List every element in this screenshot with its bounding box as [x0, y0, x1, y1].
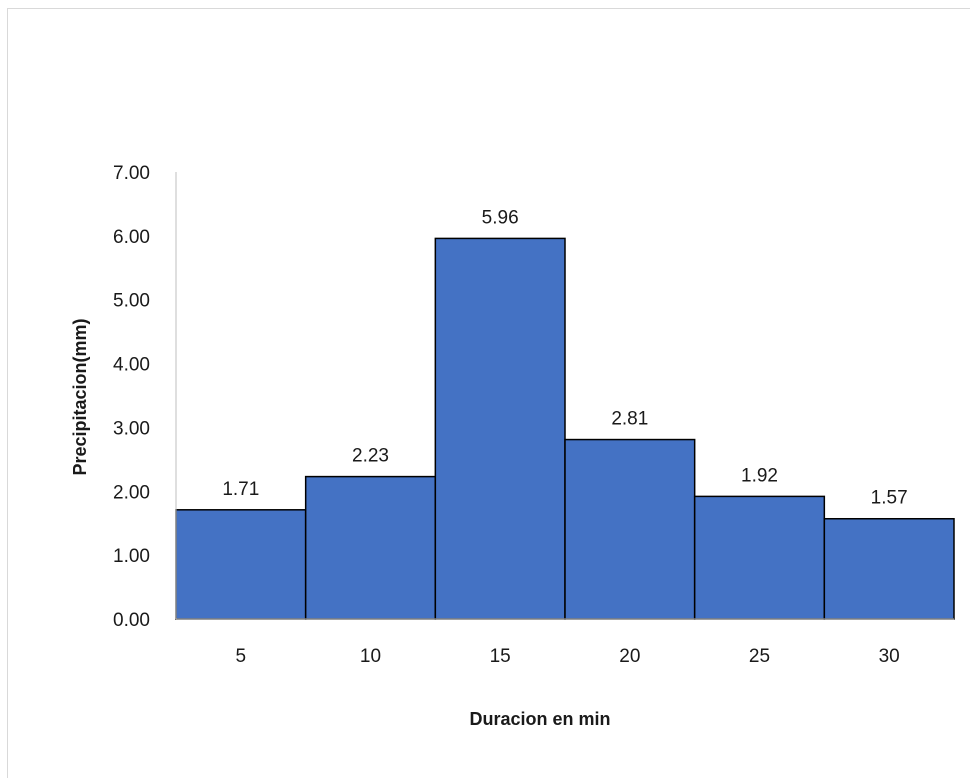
- x-tick-label: 10: [360, 646, 381, 667]
- chart-frame: [7, 8, 970, 778]
- y-tick-label: 0.00: [113, 610, 150, 631]
- x-tick-label: 25: [749, 646, 770, 667]
- bar: [823, 517, 955, 620]
- bar-value-label: 1.92: [741, 465, 778, 486]
- y-tick-label: 3.00: [113, 418, 150, 439]
- y-tick-label: 7.00: [113, 163, 150, 184]
- bar: [304, 475, 437, 620]
- y-axis-ticks: 0.00 1.00 2.00 3.00 4.00 5.00 6.00 7.00: [113, 163, 150, 631]
- bar-value-label: 2.81: [611, 409, 648, 430]
- x-tick-label: 20: [619, 646, 640, 667]
- y-tick-label: 4.00: [113, 355, 150, 376]
- y-tick-label: 5.00: [113, 291, 150, 312]
- bar: [175, 509, 307, 620]
- x-tick-label: 15: [490, 646, 511, 667]
- bar-value-label: 1.57: [871, 488, 908, 509]
- x-tick-label: 5: [236, 646, 247, 667]
- bars-group: [175, 237, 955, 620]
- x-axis-title: Duracion en min: [469, 709, 610, 729]
- bar: [564, 438, 696, 620]
- data-labels-group: 1.71 2.23 5.96 2.81 1.92 1.57: [222, 207, 907, 508]
- bar-value-label: 1.71: [222, 479, 259, 500]
- y-axis-title: Precipitacion(mm): [70, 318, 90, 475]
- bar: [434, 237, 566, 620]
- bar-value-label: 2.23: [352, 446, 389, 467]
- y-tick-label: 2.00: [113, 482, 150, 503]
- x-tick-label: 30: [879, 646, 900, 667]
- bar-value-label: 5.96: [482, 207, 519, 228]
- bar: [693, 495, 826, 620]
- x-axis-ticks: 5 10 15 20 25 30: [236, 646, 900, 667]
- y-tick-label: 1.00: [113, 546, 150, 567]
- y-tick-label: 6.00: [113, 227, 150, 248]
